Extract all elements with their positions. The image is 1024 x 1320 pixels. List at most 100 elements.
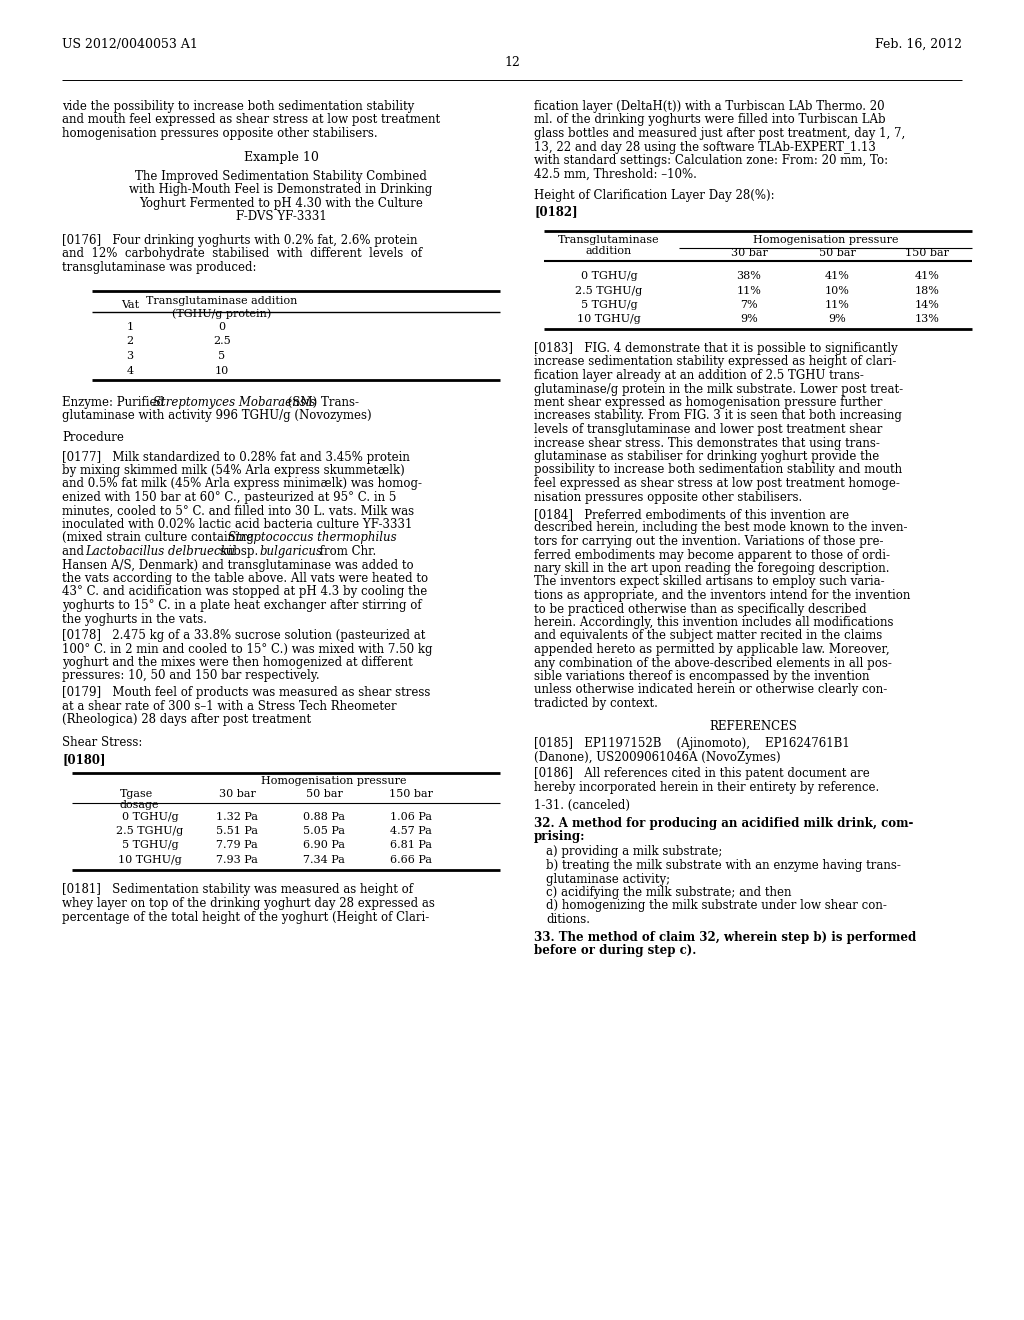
Text: ml. of the drinking yoghurts were filled into Turbiscan LAb: ml. of the drinking yoghurts were filled… [534,114,886,127]
Text: (Danone), US2009061046A (NovoZymes): (Danone), US2009061046A (NovoZymes) [534,751,780,763]
Text: vide the possibility to increase both sedimentation stability: vide the possibility to increase both se… [62,100,415,114]
Text: glutaminase activity;: glutaminase activity; [546,873,670,886]
Text: herein. Accordingly, this invention includes all modifications: herein. Accordingly, this invention incl… [534,616,894,630]
Text: 0 TGHU/g: 0 TGHU/g [122,812,178,821]
Text: any combination of the above-described elements in all pos-: any combination of the above-described e… [534,656,892,669]
Text: 2.5 TGHU/g: 2.5 TGHU/g [575,285,643,296]
Text: Streptococcus thermophilus: Streptococcus thermophilus [228,532,396,544]
Text: glutaminase/g protein in the milk substrate. Lower post treat-: glutaminase/g protein in the milk substr… [534,383,903,396]
Text: 13, 22 and day 28 using the software TLAb-EXPERT_1.13: 13, 22 and day 28 using the software TLA… [534,140,876,153]
Text: Height of Clarification Layer Day 28(%):: Height of Clarification Layer Day 28(%): [534,189,774,202]
Text: Example 10: Example 10 [244,150,318,164]
Text: The Improved Sedimentation Stability Combined: The Improved Sedimentation Stability Com… [135,170,427,183]
Text: the yoghurts in the vats.: the yoghurts in the vats. [62,612,207,626]
Text: b) treating the milk substrate with an enzyme having trans-: b) treating the milk substrate with an e… [546,859,901,873]
Text: [0176]   Four drinking yoghurts with 0.2% fat, 2.6% protein: [0176] Four drinking yoghurts with 0.2% … [62,234,418,247]
Text: increases stability. From FIG. 3 it is seen that both increasing: increases stability. From FIG. 3 it is s… [534,409,902,422]
Text: 7.93 Pa: 7.93 Pa [216,855,258,865]
Text: whey layer on top of the drinking yoghurt day 28 expressed as: whey layer on top of the drinking yoghur… [62,898,435,909]
Text: pressures: 10, 50 and 150 bar respectively.: pressures: 10, 50 and 150 bar respective… [62,669,319,682]
Text: 5 TGHU/g: 5 TGHU/g [581,300,637,310]
Text: [0178]   2.475 kg of a 33.8% sucrose solution (pasteurized at: [0178] 2.475 kg of a 33.8% sucrose solut… [62,630,425,642]
Text: 1-31. (canceled): 1-31. (canceled) [534,799,630,812]
Text: subsp.: subsp. [216,545,262,558]
Text: Transglutaminase addition: Transglutaminase addition [146,297,298,306]
Text: hereby incorporated herein in their entirety by reference.: hereby incorporated herein in their enti… [534,780,880,793]
Text: yoghurt and the mixes were then homogenized at different: yoghurt and the mixes were then homogeni… [62,656,413,669]
Text: [0184]   Preferred embodiments of this invention are: [0184] Preferred embodiments of this inv… [534,508,849,521]
Text: from Chr.: from Chr. [316,545,376,558]
Text: [0185]   EP1197152B    (Ajinomoto),    EP1624761B1: [0185] EP1197152B (Ajinomoto), EP1624761… [534,737,850,750]
Text: F-DVS YF-3331: F-DVS YF-3331 [236,210,327,223]
Text: levels of transglutaminase and lower post treatment shear: levels of transglutaminase and lower pos… [534,422,883,436]
Text: and  12%  carbohydrate  stabilised  with  different  levels  of: and 12% carbohydrate stabilised with dif… [62,248,422,260]
Text: 11%: 11% [736,285,762,296]
Text: Vat: Vat [121,301,139,310]
Text: ment shear expressed as homogenisation pressure further: ment shear expressed as homogenisation p… [534,396,883,409]
Text: bulgaricus: bulgaricus [260,545,323,558]
Text: addition: addition [586,246,632,256]
Text: Tgase: Tgase [120,789,154,799]
Text: 33. The method of claim 32, wherein step b) is performed: 33. The method of claim 32, wherein step… [534,931,916,944]
Text: c) acidifying the milk substrate; and then: c) acidifying the milk substrate; and th… [546,886,792,899]
Text: increase shear stress. This demonstrates that using trans-: increase shear stress. This demonstrates… [534,437,880,450]
Text: 0: 0 [218,322,225,333]
Text: (TGHU/g protein): (TGHU/g protein) [172,308,271,318]
Text: tors for carrying out the invention. Variations of those pre-: tors for carrying out the invention. Var… [534,535,884,548]
Text: tradicted by context.: tradicted by context. [534,697,657,710]
Text: 0 TGHU/g: 0 TGHU/g [581,271,637,281]
Text: The inventors expect skilled artisans to employ such varia-: The inventors expect skilled artisans to… [534,576,885,589]
Text: Homogenisation pressure: Homogenisation pressure [753,235,898,246]
Text: 10 TGHU/g: 10 TGHU/g [578,314,641,325]
Text: 6.90 Pa: 6.90 Pa [303,841,345,850]
Text: glutaminase with activity 996 TGHU/g (Novozymes): glutaminase with activity 996 TGHU/g (No… [62,409,372,422]
Text: (SM) Trans-: (SM) Trans- [284,396,359,409]
Text: 38%: 38% [736,271,762,281]
Text: 5.05 Pa: 5.05 Pa [303,826,345,836]
Text: at a shear rate of 300 s–1 with a Stress Tech Rheometer: at a shear rate of 300 s–1 with a Stress… [62,700,396,713]
Text: the vats according to the table above. All vats were heated to: the vats according to the table above. A… [62,572,428,585]
Text: fication layer already at an addition of 2.5 TGHU trans-: fication layer already at an addition of… [534,370,864,381]
Text: fication layer (DeltaH(t)) with a Turbiscan LAb Thermo. 20: fication layer (DeltaH(t)) with a Turbis… [534,100,885,114]
Text: 6.66 Pa: 6.66 Pa [390,855,432,865]
Text: enized with 150 bar at 60° C., pasteurized at 95° C. in 5: enized with 150 bar at 60° C., pasteuriz… [62,491,396,504]
Text: 18%: 18% [914,285,939,296]
Text: yoghurts to 15° C. in a plate heat exchanger after stirring of: yoghurts to 15° C. in a plate heat excha… [62,599,422,612]
Text: dosage: dosage [120,800,160,809]
Text: 5.51 Pa: 5.51 Pa [216,826,258,836]
Text: to be practiced otherwise than as specifically described: to be practiced otherwise than as specif… [534,602,866,615]
Text: 30 bar: 30 bar [730,248,767,259]
Text: nary skill in the art upon reading the foregoing description.: nary skill in the art upon reading the f… [534,562,890,576]
Text: 150 bar: 150 bar [905,248,949,259]
Text: Enzyme: Purified: Enzyme: Purified [62,396,168,409]
Text: 41%: 41% [914,271,939,281]
Text: described herein, including the best mode known to the inven-: described herein, including the best mod… [534,521,907,535]
Text: 41%: 41% [824,271,850,281]
Text: 5 TGHU/g: 5 TGHU/g [122,841,178,850]
Text: 9%: 9% [740,314,758,325]
Text: (mixed strain culture containing: (mixed strain culture containing [62,532,258,544]
Text: Feb. 16, 2012: Feb. 16, 2012 [874,38,962,51]
Text: [0177]   Milk standardized to 0.28% fat and 3.45% protein: [0177] Milk standardized to 0.28% fat an… [62,450,410,463]
Text: and equivalents of the subject matter recited in the claims: and equivalents of the subject matter re… [534,630,883,643]
Text: 43° C. and acidification was stopped at pH 4.3 by cooling the: 43° C. and acidification was stopped at … [62,586,427,598]
Text: unless otherwise indicated herein or otherwise clearly con-: unless otherwise indicated herein or oth… [534,684,887,697]
Text: nisation pressures opposite other stabilisers.: nisation pressures opposite other stabil… [534,491,802,503]
Text: transglutaminase was produced:: transglutaminase was produced: [62,261,256,275]
Text: possibility to increase both sedimentation stability and mouth: possibility to increase both sedimentati… [534,463,902,477]
Text: 1.32 Pa: 1.32 Pa [216,812,258,821]
Text: d) homogenizing the milk substrate under low shear con-: d) homogenizing the milk substrate under… [546,899,887,912]
Text: 2.5: 2.5 [213,337,230,346]
Text: glutaminase as stabiliser for drinking yoghurt provide the: glutaminase as stabiliser for drinking y… [534,450,880,463]
Text: 5: 5 [218,351,225,360]
Text: and: and [62,545,88,558]
Text: 13%: 13% [914,314,939,325]
Text: [0181]   Sedimentation stability was measured as height of: [0181] Sedimentation stability was measu… [62,883,413,896]
Text: 12: 12 [504,55,520,69]
Text: [0182]: [0182] [534,206,578,219]
Text: 4: 4 [126,366,133,375]
Text: tions as appropriate, and the inventors intend for the invention: tions as appropriate, and the inventors … [534,589,910,602]
Text: percentage of the total height of the yoghurt (Height of Clari-: percentage of the total height of the yo… [62,911,429,924]
Text: [0180]: [0180] [62,752,105,766]
Text: 1: 1 [126,322,133,333]
